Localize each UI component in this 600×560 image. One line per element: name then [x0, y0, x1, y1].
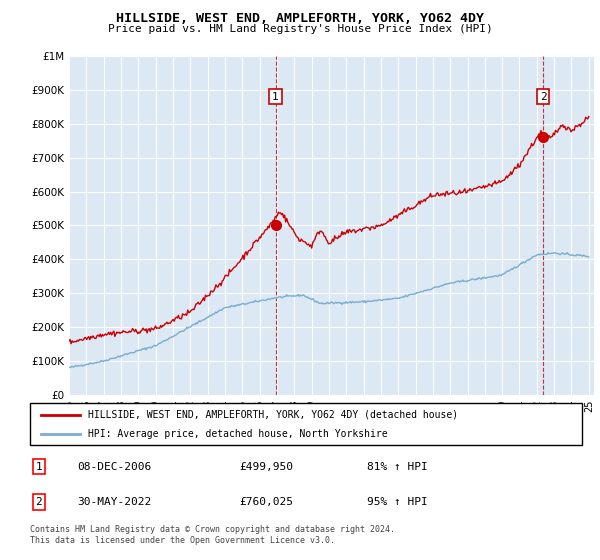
Text: 1: 1 [272, 92, 279, 102]
Text: £499,950: £499,950 [240, 461, 294, 472]
Text: 95% ↑ HPI: 95% ↑ HPI [367, 497, 427, 507]
Text: 81% ↑ HPI: 81% ↑ HPI [367, 461, 427, 472]
Text: HPI: Average price, detached house, North Yorkshire: HPI: Average price, detached house, Nort… [88, 429, 388, 439]
FancyBboxPatch shape [30, 403, 582, 445]
Text: 2: 2 [35, 497, 42, 507]
Text: HILLSIDE, WEST END, AMPLEFORTH, YORK, YO62 4DY (detached house): HILLSIDE, WEST END, AMPLEFORTH, YORK, YO… [88, 409, 458, 419]
Text: 2: 2 [540, 92, 547, 102]
Text: £760,025: £760,025 [240, 497, 294, 507]
Text: Price paid vs. HM Land Registry's House Price Index (HPI): Price paid vs. HM Land Registry's House … [107, 24, 493, 34]
Text: Contains HM Land Registry data © Crown copyright and database right 2024.
This d: Contains HM Land Registry data © Crown c… [30, 525, 395, 545]
Text: 1: 1 [35, 461, 42, 472]
Text: 08-DEC-2006: 08-DEC-2006 [77, 461, 151, 472]
Text: HILLSIDE, WEST END, AMPLEFORTH, YORK, YO62 4DY: HILLSIDE, WEST END, AMPLEFORTH, YORK, YO… [116, 12, 484, 25]
Text: 30-MAY-2022: 30-MAY-2022 [77, 497, 151, 507]
